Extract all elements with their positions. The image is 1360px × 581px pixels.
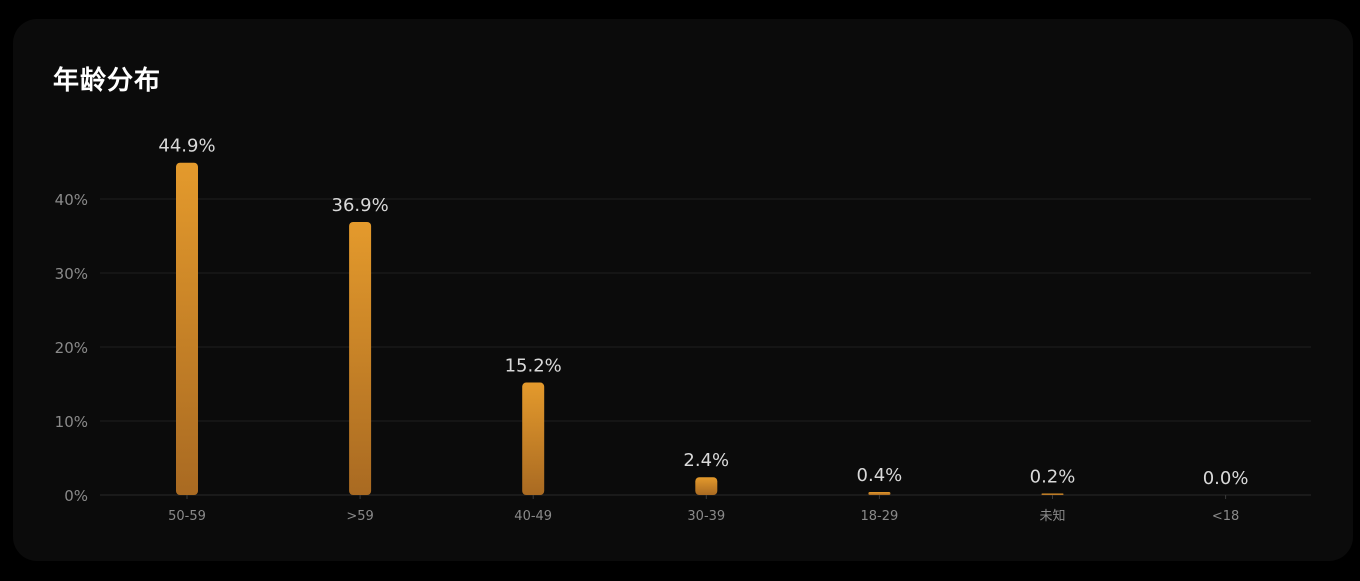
bar-value-label: 15.2% [505, 356, 562, 377]
y-tick-label: 10% [55, 413, 88, 431]
bar [176, 162, 198, 496]
y-tick-label: 20% [55, 339, 88, 357]
bar [1041, 493, 1064, 495]
bar-value-label: 0.4% [857, 465, 903, 486]
bar-value-label: 0.0% [1203, 468, 1249, 489]
grid-layer [100, 198, 1311, 496]
x-tick-label: 30-39 [687, 509, 725, 524]
card-title: 年龄分布 [53, 66, 162, 96]
value-label-layer: 44.9% 36.9% 15.2% 2.4% 0.4% 0.2% 0.0% [158, 136, 1248, 489]
x-tick-label: 未知 [1039, 508, 1065, 524]
y-tick-label: 0% [64, 487, 88, 505]
y-axis-ticks: 0% 10% 20% 30% 40% [55, 191, 88, 505]
bar-layer [176, 162, 1064, 496]
bar-value-label: 36.9% [332, 195, 389, 216]
bar-value-label: 2.4% [683, 450, 729, 471]
bar-value-label: 0.2% [1030, 467, 1076, 488]
y-tick-label: 40% [55, 191, 88, 209]
bar [695, 477, 718, 495]
x-tick-label: 50-59 [168, 509, 206, 524]
bar-value-label: 44.9% [158, 136, 215, 157]
bar [868, 492, 891, 495]
x-tick-label: >59 [346, 509, 373, 524]
x-tick-label: <18 [1212, 509, 1239, 524]
x-tick-label: 18-29 [861, 509, 899, 524]
y-tick-label: 30% [55, 265, 88, 283]
x-axis-ticks: 50-59 >59 40-49 30-39 18-29 未知 <18 [168, 495, 1239, 524]
age-distribution-chart: 0% 10% 20% 30% 40% 44.9% 36.9% 15.2% 2.4% 0.4% 0.… [55, 136, 1311, 524]
bar [522, 382, 545, 495]
bar [349, 221, 372, 495]
x-tick-label: 40-49 [514, 509, 552, 524]
age-distribution-card: 年龄分布 0% 10% 20% 30% 40% 44.9% 36.9% 15.2% 2.4% 0… [13, 19, 1353, 561]
